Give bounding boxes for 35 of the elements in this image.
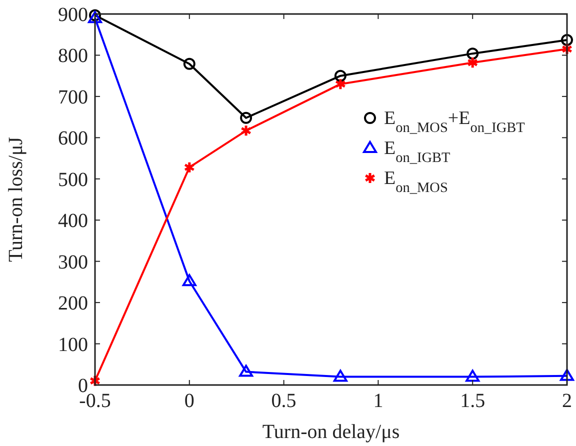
legend-label: E$_{on_MOS}$: [384, 168, 448, 196]
legend-label: E$_{on_IGBT}$: [384, 138, 451, 166]
x-tick-label: 2: [562, 390, 572, 412]
point: [333, 370, 348, 382]
point: [240, 112, 252, 124]
x-tick-label: 0.5: [271, 390, 296, 412]
point: [467, 56, 478, 69]
point: [466, 48, 479, 60]
point: [561, 42, 573, 56]
point: [466, 370, 480, 382]
y-tick-label: 600: [58, 128, 88, 150]
legend-label: E$_{on_MOS}$+E$_{on_IGBT}$: [384, 108, 526, 136]
x-tick-label: 0: [184, 390, 194, 412]
point: [240, 124, 252, 137]
point: [239, 364, 254, 377]
point: [183, 58, 196, 70]
point: [182, 274, 196, 286]
y-tick-label: 800: [58, 45, 88, 68]
y-tick-label: 700: [58, 86, 88, 108]
point: [334, 70, 346, 82]
y-tick-label: 500: [58, 168, 88, 191]
point: [561, 34, 573, 46]
x-axis-title: Turn-on delay/μs: [262, 421, 400, 443]
point: [184, 161, 195, 174]
y-tick-label: 900: [58, 4, 88, 26]
y-tick-label: 100: [58, 334, 88, 356]
y-tick-label: 300: [58, 251, 88, 274]
y-tick-label: 200: [58, 292, 88, 315]
y-tick-label: 400: [58, 210, 88, 232]
x-tick-label: 1: [373, 390, 384, 412]
y-tick-label: 0: [78, 375, 88, 397]
point: [334, 78, 346, 90]
x-tick-label: 1.5: [460, 390, 486, 412]
y-axis-title: Turn-on loss/μJ: [5, 136, 27, 262]
point: [560, 368, 574, 381]
